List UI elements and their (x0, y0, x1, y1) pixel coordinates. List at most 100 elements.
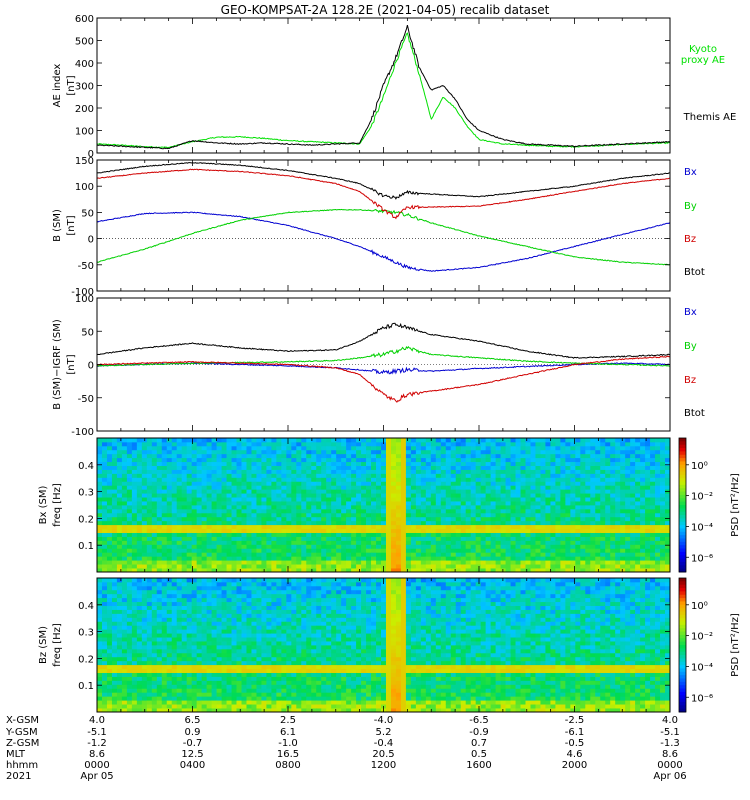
colorbar-tick-label: 10⁻⁴ (691, 662, 713, 673)
y-axis-label: freq [Hz] (52, 483, 63, 527)
x-axis-row-label: Z-GSM (6, 738, 39, 749)
x-tick-label: -6.1 (565, 727, 585, 738)
y-tick-label: -50 (78, 261, 94, 272)
x-axis-labels: X-GSMY-GSMZ-GSMMLThhmm20214.0-5.1-1.28.6… (5, 715, 687, 782)
y-axis-label: B (SM) (52, 209, 63, 242)
x-tick-label: Apr 06 (653, 771, 686, 782)
y-tick-label: 0 (88, 235, 94, 246)
y-tick-label: 150 (75, 156, 94, 167)
x-tick-label: -6.5 (469, 715, 489, 726)
legend-bz: Bz (684, 234, 696, 245)
y-axis-label: [nT] (66, 75, 77, 95)
y-tick-label: 50 (81, 327, 94, 338)
x-tick-label: 8.6 (89, 749, 105, 760)
x-axis-row-label: hhmm (6, 760, 38, 771)
legend-proxy-ae: proxy AE (681, 55, 725, 66)
colorbar-tick-label: 10⁻² (691, 492, 713, 503)
x-tick-label: -4.0 (374, 715, 394, 726)
x-tick-label: 1200 (371, 760, 396, 771)
colorbar-tick-label: 10⁻⁶ (691, 693, 713, 704)
panel-b-sm: B (SM) [nT] Bx By Bz Btot -100 -50 0 50 100 150 (52, 156, 705, 298)
x-tick-label: 0000 (84, 760, 109, 771)
colorbar-label: PSD [nT²/Hz] (730, 473, 741, 537)
y-tick-label: 0.4 (78, 461, 94, 472)
x-tick-label: 0800 (275, 760, 300, 771)
y-tick-label: 0.1 (78, 681, 94, 692)
x-tick-label: 0.5 (471, 749, 487, 760)
x-tick-label: 6.5 (185, 715, 201, 726)
panel-b-minus-igrf: B (SM)−IGRF (SM) [nT] Bx By Bz Btot -100 -50 0 50… (52, 294, 705, 438)
legend-btot: Btot (684, 408, 705, 419)
x-tick-label: 2.5 (280, 715, 296, 726)
y-tick-label: 300 (75, 82, 94, 93)
legend-themis-ae: Themis AE (683, 112, 737, 123)
y-tick-label: 0.2 (78, 654, 94, 665)
legend-bx: Bx (684, 167, 697, 178)
x-axis-row-label: Y-GSM (5, 727, 38, 738)
legend-bx: Bx (684, 307, 697, 318)
colorbar-tick-label: 10⁻⁴ (691, 522, 713, 533)
y-tick-label: -50 (78, 394, 94, 405)
y-tick-label: 600 (75, 14, 94, 25)
x-tick-label: 5.2 (376, 727, 392, 738)
y-tick-label: 0.2 (78, 514, 94, 525)
x-tick-label: 4.0 (89, 715, 105, 726)
x-tick-label: -0.7 (183, 738, 203, 749)
legend-by: By (684, 341, 697, 352)
y-axis-label: Bx (SM) (38, 486, 49, 525)
x-axis-row-label: MLT (6, 749, 26, 760)
x-tick-label: 2000 (562, 760, 587, 771)
x-tick-label: 20.5 (372, 749, 394, 760)
x-tick-label: -1.3 (660, 738, 680, 749)
x-tick-label: 6.1 (280, 727, 296, 738)
x-tick-label: 0.7 (471, 738, 487, 749)
y-tick-label: 0.3 (78, 488, 94, 499)
series-line-by (96, 345, 670, 367)
series-line-bx (96, 362, 671, 375)
y-tick-label: 0 (88, 149, 94, 160)
x-tick-label: -5.1 (87, 727, 107, 738)
chart-title: GEO-KOMPSAT-2A 128.2E (2021-04-05) recal… (221, 3, 550, 17)
x-tick-label: 4.0 (662, 715, 678, 726)
spectrogram-cells (97, 438, 671, 573)
spectrogram-cells (97, 578, 671, 713)
x-tick-label: -1.2 (87, 738, 107, 749)
x-tick-label: -2.5 (565, 715, 585, 726)
x-tick-label: 16.5 (277, 749, 299, 760)
y-axis-label: [nT] (66, 215, 77, 235)
legend-bz: Bz (684, 375, 696, 386)
y-tick-label: 100 (75, 294, 94, 305)
y-axis-label: [nT] (66, 354, 77, 374)
x-tick-label: 4.6 (567, 749, 583, 760)
y-tick-label: 400 (75, 59, 94, 70)
y-axis-label: B (SM)−IGRF (SM) (52, 319, 63, 410)
y-axis-label: freq [Hz] (52, 623, 63, 667)
x-tick-label: 0400 (180, 760, 205, 771)
colorbar-tick-label: 10⁻² (691, 632, 713, 643)
x-tick-label: Apr 05 (80, 771, 113, 782)
legend-btot: Btot (684, 267, 705, 278)
y-tick-label: 0.1 (78, 541, 94, 552)
x-tick-label: 8.6 (662, 749, 678, 760)
panel-spectrogram-bx: Bx (SM) freq [Hz] 10⁰ 10⁻² 10⁻⁴ 10⁻⁶ PSD [nT²/… (38, 437, 741, 573)
x-tick-label: -0.9 (469, 727, 489, 738)
y-axis-label: Bz (SM) (38, 626, 49, 664)
legend-by: By (684, 201, 697, 212)
y-tick-label: 50 (81, 208, 94, 219)
x-tick-label: -1.0 (278, 738, 298, 749)
series-line-bz (96, 355, 671, 403)
x-tick-label: 1600 (466, 760, 491, 771)
panel-frame (96, 159, 671, 292)
x-tick-label: 12.5 (181, 749, 203, 760)
y-tick-label: 200 (75, 104, 94, 115)
x-axis-row-label: X-GSM (6, 715, 39, 726)
colorbar-tick-label: 10⁰ (691, 601, 708, 612)
x-tick-label: -0.4 (374, 738, 394, 749)
legend-kyoto: Kyoto (689, 44, 717, 55)
y-tick-label: 100 (75, 127, 94, 138)
y-tick-label: 500 (75, 37, 94, 48)
series-line-btot (96, 322, 671, 359)
